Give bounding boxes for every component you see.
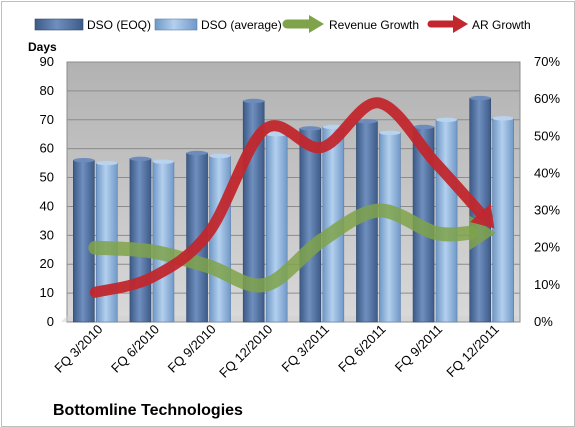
y2-tick-label: 40% <box>534 165 560 180</box>
legend-label-revenue-growth: Revenue Growth <box>329 18 419 32</box>
legend-item-ar-growth: AR Growth <box>427 15 531 33</box>
bar-dso-average <box>379 132 401 323</box>
bar-top-dso-average <box>379 130 401 135</box>
bar-top-dso-average <box>209 153 231 159</box>
bar-dso-average <box>152 161 175 323</box>
y-tick-label: 70 <box>40 112 54 127</box>
bar-dso-eoq <box>73 159 95 323</box>
x-tick-label: FQ 12/2010 <box>216 322 275 381</box>
bar-top-dso-eoq <box>299 126 321 131</box>
legend-arrowhead-revenue-growth <box>309 15 324 33</box>
y-tick-label: 30 <box>40 227 54 242</box>
bar-dso-eoq <box>299 128 322 323</box>
x-tick-label: FQ 6/2011 <box>335 322 388 375</box>
bar-top-dso-eoq <box>243 98 265 104</box>
legend-label-dso-eoq: DSO (EOQ) <box>87 18 151 32</box>
legend-item-revenue-growth: Revenue Growth <box>282 15 419 33</box>
x-tick-label: FQ 9/2011 <box>392 322 445 375</box>
plot-floor <box>61 316 520 322</box>
bar-top-dso-average <box>436 117 458 122</box>
legend-item-dso-eoq: DSO (EOQ) <box>34 18 151 32</box>
y-axis-left: 0 10 20 30 40 50 60 70 80 90 <box>40 54 54 329</box>
bar-dso-average <box>265 133 288 323</box>
y-tick-label: 40 <box>40 198 54 213</box>
bar-dso-eoq <box>129 158 152 323</box>
y2-tick-label: 10% <box>534 277 560 292</box>
y-tick-label: 60 <box>40 141 54 156</box>
y2-tick-label: 50% <box>534 128 560 143</box>
x-tick-label: FQ 3/2010 <box>51 322 105 376</box>
y2-tick-label: 0% <box>534 314 553 329</box>
y-axis-right: 0% 10% 20% 30% 40% 50% 60% 70% <box>534 54 560 329</box>
y-tick-label: 50 <box>40 170 54 185</box>
bar-top-dso-eoq <box>186 150 208 156</box>
y2-tick-label: 70% <box>534 54 560 69</box>
y-tick-label: 80 <box>40 83 54 98</box>
arrowhead-ar-growth <box>470 203 495 229</box>
y-tick-label: 90 <box>40 54 54 69</box>
y2-tick-label: 60% <box>534 91 560 106</box>
legend-swatch-dso-eoq <box>34 18 84 31</box>
y-tick-label: 20 <box>40 256 54 271</box>
bar-top-dso-average <box>152 159 174 164</box>
bar-dso-average <box>435 119 458 323</box>
legend-label-ar-growth: AR Growth <box>472 18 531 32</box>
bars <box>73 95 514 323</box>
company-name: Bottomline Technologies <box>53 402 243 419</box>
bar-dso-average <box>209 155 231 323</box>
x-tick-label: FQ 3/2011 <box>279 322 332 375</box>
x-tick-label: FQ 9/2010 <box>165 322 219 376</box>
bar-top-dso-eoq <box>413 124 435 130</box>
bar-top-dso-eoq <box>469 95 491 101</box>
y2-tick-label: 20% <box>534 240 560 255</box>
legend-item-dso-average: DSO (average) <box>154 18 282 32</box>
bar-dso-average <box>492 118 514 323</box>
x-tick-label: FQ 12/2011 <box>443 322 501 380</box>
line-ar-growth <box>89 97 487 298</box>
x-tick-label: FQ 6/2010 <box>108 322 162 376</box>
y-tick-label: 0 <box>47 314 54 329</box>
bar-top-dso-eoq <box>356 119 378 124</box>
y-axis-title: Days <box>28 40 57 54</box>
bar-top-dso-eoq <box>129 156 151 161</box>
legend-label-dso-average: DSO (average) <box>201 18 282 32</box>
y-tick-label: 10 <box>40 285 54 300</box>
arrowhead-revenue-growth <box>469 215 496 251</box>
bar-top-dso-average <box>96 160 118 166</box>
legend-arrowhead-ar-growth <box>453 15 468 33</box>
bar-top-dso-eoq <box>73 158 95 163</box>
legend: DSO (EOQ) DSO (average) Revenue Growth A… <box>34 15 531 33</box>
legend-swatch-dso-average <box>154 18 198 31</box>
growth-lines <box>88 97 496 298</box>
bar-top-dso-average <box>492 116 514 121</box>
y2-tick-label: 30% <box>534 203 560 218</box>
line-revenue-growth <box>88 203 478 293</box>
